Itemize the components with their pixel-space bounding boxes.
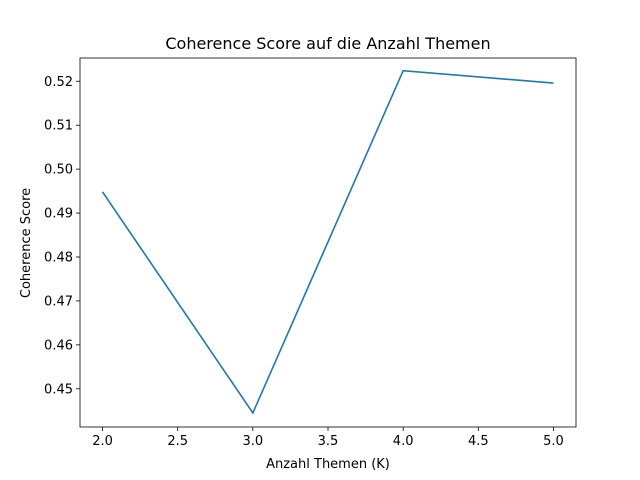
y-tick-label: 0.45: [44, 382, 73, 397]
y-tick-label: 0.47: [44, 294, 73, 309]
series-line: [101, 69, 554, 415]
x-tick-label: 3.0: [243, 434, 264, 449]
x-tick-label: 4.5: [468, 434, 489, 449]
x-tick-label: 5.0: [543, 434, 564, 449]
x-tick-label: 2.5: [167, 434, 188, 449]
y-tick-label: 0.49: [44, 207, 73, 222]
x-tick-label: 3.5: [318, 434, 339, 449]
plot-area: 2.0 2.5 3.0 3.5 4.0 4.5 5.0 0.45 0.46 0.47 0.48 0.4…: [44, 57, 577, 449]
y-tick-label: 0.51: [44, 119, 73, 134]
y-tick-label: 0.50: [44, 163, 73, 178]
x-axis-label: Anzahl Themen (K): [266, 457, 390, 472]
axes-frame: [79, 57, 577, 428]
y-tick-label: 0.48: [44, 250, 73, 265]
x-tick-label: 2.0: [92, 434, 113, 449]
y-axis-label: Coherence Score: [19, 188, 34, 298]
chart-title: Coherence Score auf die Anzahl Themen: [165, 34, 490, 53]
y-tick-label: 0.52: [44, 75, 73, 90]
y-tick-label: 0.46: [44, 338, 73, 353]
x-tick-label: 4.0: [393, 434, 414, 449]
